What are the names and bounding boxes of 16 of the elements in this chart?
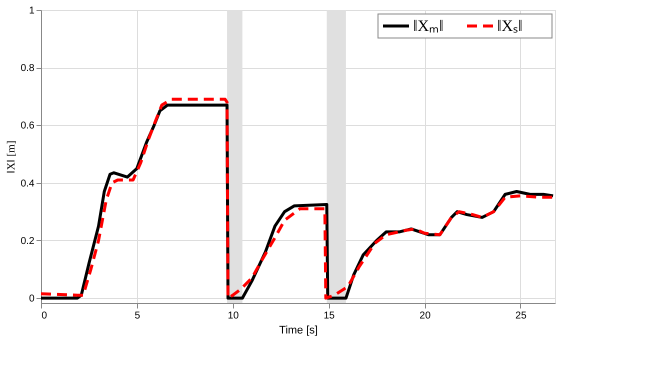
y-tick-label: 0.4 — [20, 178, 35, 190]
x-tick-label: 0 — [42, 310, 48, 322]
x-tick-label: 5 — [134, 310, 141, 322]
y-axis-title: ‖X‖ [m] — [6, 140, 18, 174]
legend-label: ‖Xₘ‖ — [413, 18, 444, 35]
y-tick-label: 0.2 — [20, 236, 35, 247]
x-tick-label: 20 — [420, 310, 432, 322]
x-axis-title: Time [s] — [279, 324, 318, 336]
legend-label: ‖Xₛ‖ — [497, 18, 523, 35]
x-tick-label: 10 — [228, 310, 240, 322]
y-tick-label: 1 — [28, 6, 35, 16]
y-tick-label: 0.8 — [20, 63, 35, 74]
y-tick-label: 0 — [28, 294, 35, 305]
x-tick-label: 25 — [515, 310, 527, 322]
x-tick-label: 15 — [324, 310, 336, 322]
y-tick-label: 0.6 — [20, 120, 35, 132]
